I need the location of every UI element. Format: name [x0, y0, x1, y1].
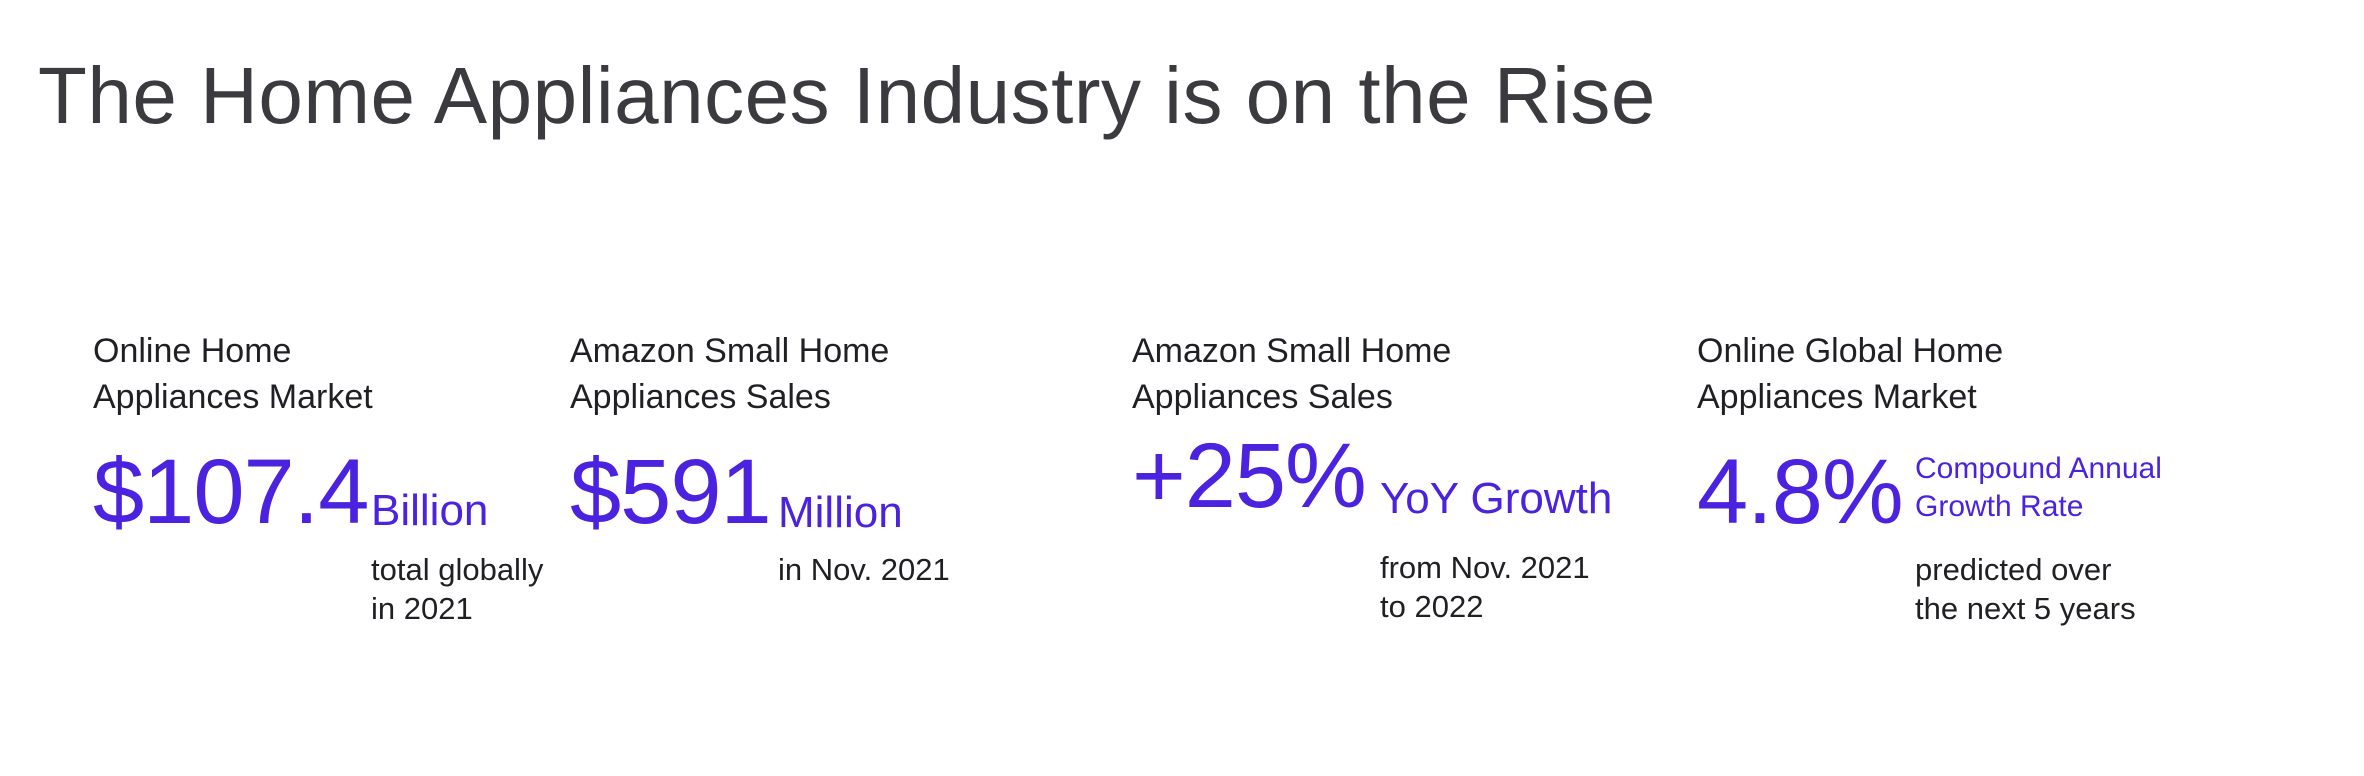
stat-online-global-market-cagr: Online Global Home Appliances Market 4.8… — [1697, 328, 2162, 626]
stat-note-line: in Nov. 2021 — [778, 552, 950, 587]
stat-unit: Billion — [371, 486, 489, 535]
stat-figure: $107.4 Billion — [93, 441, 488, 543]
stat-unit: Compound Annual Growth Rate — [1915, 450, 2162, 526]
page-title: The Home Appliances Industry is on the R… — [38, 51, 1656, 140]
stat-label: Amazon Small Home Appliances Sales — [1132, 328, 1451, 420]
stat-note: in Nov. 2021 — [778, 550, 950, 589]
stat-label-line: Online Global Home — [1697, 332, 2004, 370]
stat-note-line: from Nov. 2021 — [1380, 550, 1590, 585]
stat-note-line: to 2022 — [1380, 589, 1484, 624]
stat-figure: +25% YoY Growth — [1132, 425, 1612, 527]
stat-unit-line: Compound Annual — [1915, 452, 2162, 485]
stat-label-line: Appliances Market — [93, 378, 373, 416]
stat-value: $591 — [570, 441, 772, 543]
stat-online-home-appliances-market: Online Home Appliances Market $107.4 Bil… — [93, 328, 543, 626]
stat-label-line: Amazon Small Home — [1132, 332, 1452, 370]
stat-label-line: Online Home — [93, 332, 292, 370]
stat-label-line: Amazon Small Home — [570, 332, 890, 370]
stat-note-line: total globally — [371, 552, 544, 587]
stat-note: from Nov. 2021 to 2022 — [1380, 548, 1590, 626]
stat-note-line: the next 5 years — [1915, 591, 2136, 626]
stat-amazon-sales-growth: Amazon Small Home Appliances Sales +25% … — [1132, 328, 1612, 624]
stat-note-line: in 2021 — [371, 591, 473, 626]
stat-value: 4.8% — [1697, 441, 1904, 543]
stat-label-line: Appliances Sales — [1132, 378, 1393, 416]
stat-label: Amazon Small Home Appliances Sales — [570, 328, 889, 420]
stat-label-line: Appliances Market — [1697, 378, 1977, 416]
stat-figure: $591 Million — [570, 441, 903, 543]
stat-note: total globally in 2021 — [371, 550, 543, 628]
stat-amazon-sales-value: Amazon Small Home Appliances Sales $591 … — [570, 328, 950, 587]
stat-note: predicted over the next 5 years — [1915, 550, 2136, 628]
stat-unit: Million — [778, 488, 903, 537]
stat-unit-line: Growth Rate — [1915, 490, 2084, 523]
stat-value: +25% — [1132, 425, 1367, 527]
stat-label: Online Global Home Appliances Market — [1697, 328, 2003, 420]
stat-value: $107.4 — [93, 441, 369, 543]
stat-note-line: predicted over — [1915, 552, 2112, 587]
stat-label: Online Home Appliances Market — [93, 328, 373, 420]
stat-unit: YoY Growth — [1380, 474, 1613, 523]
stat-label-line: Appliances Sales — [570, 378, 831, 416]
stat-figure: 4.8% Compound Annual Growth Rate — [1697, 441, 2162, 543]
